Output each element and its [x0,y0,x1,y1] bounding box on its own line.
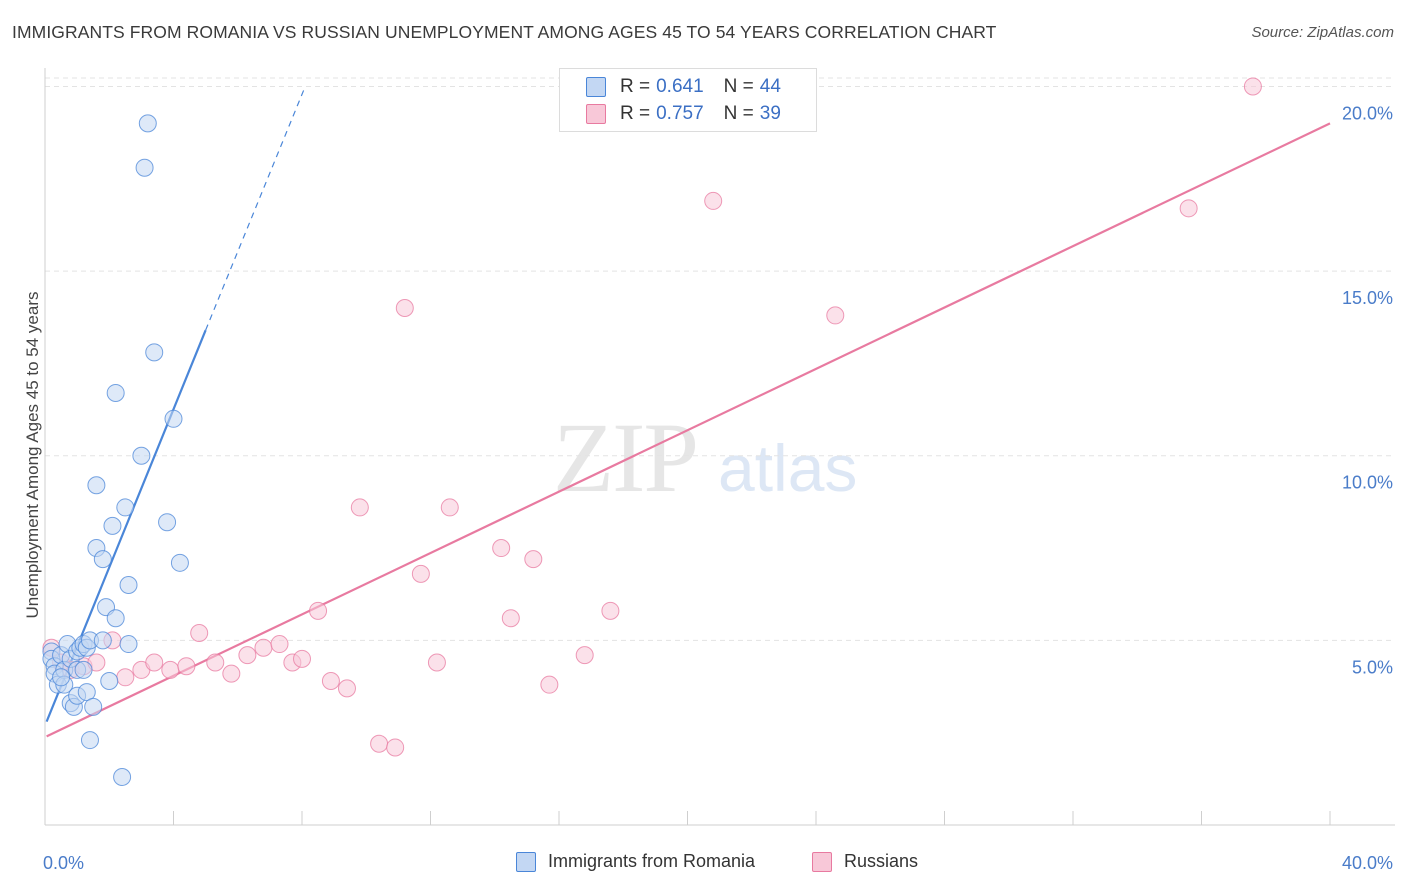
bottom-legend-romania: Immigrants from Romania [516,851,755,872]
point-romania [93,631,112,650]
y-tick-label: 15.0% [1342,288,1393,308]
legend-n-value: 44 [759,76,781,97]
legend-r-value: 0.757 [656,103,704,124]
point-romania [113,767,132,786]
legend-swatch-romania [586,77,606,97]
legend-r-value: 0.641 [656,76,704,97]
point-romania [84,697,103,716]
stats-legend: R = 0.641 N = 44 R = 0.757 N = 39 [559,68,817,132]
tick-labels: 5.0% 10.0% 15.0% 20.0% 0.0% 40.0% [43,103,1393,873]
point-russians [161,660,180,679]
point-romania [52,668,71,687]
point-romania [93,550,112,569]
point-russians [575,646,594,665]
trend-line-romania-extension [205,86,306,331]
watermark-zip: ZIP [553,402,699,513]
point-romania [116,498,135,517]
legend-n-value: 39 [759,103,781,124]
x-tick-label-min: 0.0% [43,853,84,873]
legend-r-label: R = [620,103,651,124]
bottom-label-romania: Immigrants from Romania [548,851,756,871]
y-axis-title: Unemployment Among Ages 45 to 54 years [23,292,42,619]
point-russians [222,664,241,683]
source-credit: Source: ZipAtlas.com [1251,24,1394,41]
x-tick-label-max: 40.0% [1342,853,1393,873]
point-russians [440,498,459,517]
point-romania [170,553,189,572]
grid-lines [45,77,1395,641]
bottom-label-russians: Russians [844,851,919,871]
bottom-swatch-russians [812,851,832,872]
point-romania [87,476,106,495]
point-russians [177,657,196,676]
point-romania [100,671,119,690]
point-russians [386,738,405,757]
point-russians [704,191,723,210]
point-russians [540,675,559,694]
point-romania [80,731,99,750]
point-russians [370,734,389,753]
point-russians [826,306,845,325]
point-romania [119,635,138,654]
legend-n-label: N = [723,76,754,97]
legend-row-russians: R = 0.757 N = 39 [586,102,781,126]
point-russians [492,539,511,558]
point-russians [337,679,356,698]
point-russians [309,601,328,620]
y-tick-label: 5.0% [1352,657,1393,677]
point-russians [411,564,430,583]
legend-n-label: N = [723,103,754,124]
point-romania [138,114,157,133]
point-russians [190,623,209,642]
bottom-legend-russians: Russians [812,851,918,872]
trend-lines [45,86,1331,738]
point-romania [106,609,125,628]
point-russians [293,649,311,668]
point-romania [158,513,177,532]
point-russians [395,299,414,318]
point-russians [524,550,543,569]
point-romania [103,516,122,535]
point-russians [1179,199,1198,218]
legend-r-label: R = [620,76,651,97]
data-points [42,77,1262,786]
point-romania [106,383,125,402]
bottom-swatch-romania [516,851,536,872]
point-russians [206,653,225,672]
y-tick-label: 10.0% [1342,473,1393,493]
point-russians [116,668,135,687]
point-romania [135,158,154,177]
point-russians [501,609,520,628]
point-romania [119,575,138,594]
point-russians [350,498,369,517]
axes [44,68,1395,826]
point-russians [145,653,164,672]
point-russians [238,646,257,665]
point-russians [254,638,273,657]
point-russians [1243,77,1262,96]
point-romania [74,660,93,679]
trend-line-russians [46,122,1331,738]
point-romania [145,343,164,362]
legend-swatch-russians [586,104,606,124]
watermark-atlas: atlas [718,431,858,505]
y-tick-label: 20.0% [1342,103,1393,123]
point-romania [164,409,183,428]
point-russians [427,653,446,672]
point-russians [321,671,340,690]
chart-title: IMMIGRANTS FROM ROMANIA VS RUSSIAN UNEMP… [12,22,997,42]
legend-row-romania: R = 0.641 N = 44 [586,75,781,99]
point-romania [132,446,151,465]
point-russians [270,635,289,654]
point-russians [601,601,620,620]
